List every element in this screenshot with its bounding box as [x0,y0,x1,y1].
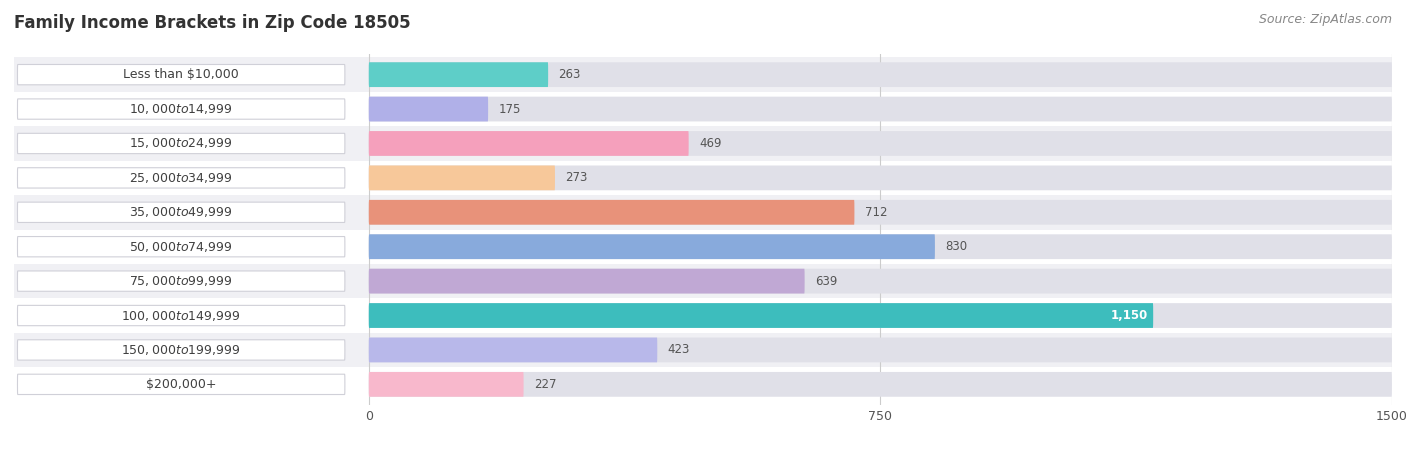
Text: 227: 227 [534,378,557,391]
FancyBboxPatch shape [368,338,657,362]
FancyBboxPatch shape [14,264,1392,298]
FancyBboxPatch shape [368,234,935,259]
FancyBboxPatch shape [368,372,523,397]
Text: 639: 639 [815,274,837,288]
FancyBboxPatch shape [17,99,344,119]
FancyBboxPatch shape [368,338,1392,362]
FancyBboxPatch shape [368,131,689,156]
Text: 263: 263 [558,68,581,81]
FancyBboxPatch shape [14,298,1392,333]
FancyBboxPatch shape [368,234,1392,259]
FancyBboxPatch shape [17,202,344,222]
Text: 830: 830 [945,240,967,253]
FancyBboxPatch shape [17,237,344,257]
FancyBboxPatch shape [17,340,344,360]
FancyBboxPatch shape [14,126,1392,161]
Text: $100,000 to $149,999: $100,000 to $149,999 [121,309,240,323]
Text: 1,150: 1,150 [1111,309,1147,322]
FancyBboxPatch shape [368,62,1392,87]
FancyBboxPatch shape [368,62,548,87]
FancyBboxPatch shape [368,97,1392,122]
FancyBboxPatch shape [14,58,1392,92]
FancyBboxPatch shape [17,133,344,153]
Text: 469: 469 [699,137,721,150]
FancyBboxPatch shape [368,97,488,122]
Text: $200,000+: $200,000+ [146,378,217,391]
FancyBboxPatch shape [368,303,1392,328]
Text: 712: 712 [865,206,887,219]
FancyBboxPatch shape [14,161,1392,195]
FancyBboxPatch shape [368,200,855,225]
FancyBboxPatch shape [368,269,1392,293]
FancyBboxPatch shape [17,306,344,326]
FancyBboxPatch shape [368,166,555,190]
Text: $50,000 to $74,999: $50,000 to $74,999 [129,240,233,254]
Text: 175: 175 [498,103,520,116]
FancyBboxPatch shape [17,168,344,188]
Text: 273: 273 [565,171,588,184]
FancyBboxPatch shape [368,166,1392,190]
Text: $75,000 to $99,999: $75,000 to $99,999 [129,274,233,288]
FancyBboxPatch shape [368,372,1392,397]
Text: $10,000 to $14,999: $10,000 to $14,999 [129,102,233,116]
FancyBboxPatch shape [17,271,344,291]
Text: $35,000 to $49,999: $35,000 to $49,999 [129,205,233,219]
FancyBboxPatch shape [14,367,1392,401]
Text: $150,000 to $199,999: $150,000 to $199,999 [121,343,240,357]
FancyBboxPatch shape [14,230,1392,264]
FancyBboxPatch shape [368,131,1392,156]
FancyBboxPatch shape [14,195,1392,230]
FancyBboxPatch shape [17,64,344,85]
Text: $25,000 to $34,999: $25,000 to $34,999 [129,171,233,185]
Text: Source: ZipAtlas.com: Source: ZipAtlas.com [1258,14,1392,27]
FancyBboxPatch shape [368,200,1392,225]
Text: $15,000 to $24,999: $15,000 to $24,999 [129,136,233,150]
Text: Less than $10,000: Less than $10,000 [124,68,239,81]
FancyBboxPatch shape [368,269,804,293]
FancyBboxPatch shape [17,374,344,395]
FancyBboxPatch shape [368,303,1153,328]
FancyBboxPatch shape [14,92,1392,126]
Text: Family Income Brackets in Zip Code 18505: Family Income Brackets in Zip Code 18505 [14,14,411,32]
FancyBboxPatch shape [14,333,1392,367]
Text: 423: 423 [668,343,690,356]
